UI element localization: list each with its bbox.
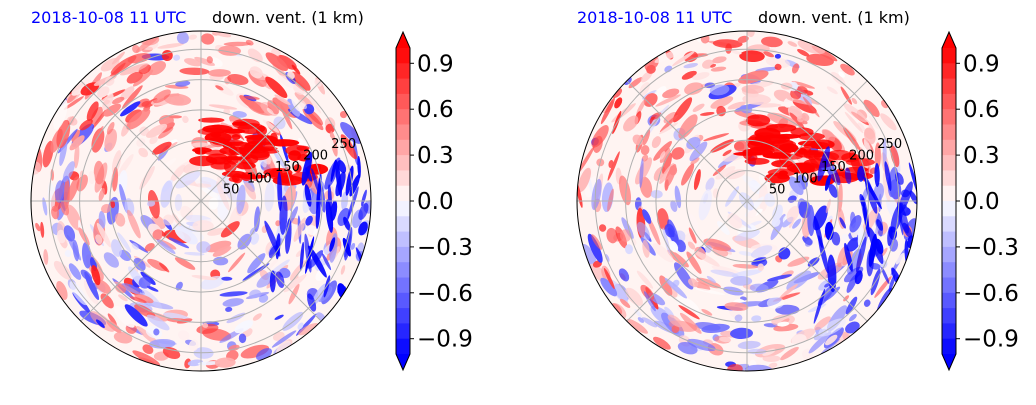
radial-tick-label: 50 [223,183,240,198]
colorbar-tick-label: 0.9 [417,51,454,77]
panel-right: 2018-10-08 11 UTC down. vent. (1 km) 50 1… [546,0,1036,401]
colorbar-band [942,246,956,263]
colorbar-band [396,139,410,156]
radial-tick-label: 250 [331,137,356,152]
colorbar-band [942,124,956,141]
radial-tick-label: 200 [849,149,874,164]
panel-left: 2018-10-08 11 UTC down. vent. (1 km) 50 1… [0,0,518,401]
grid-spoke [746,200,868,322]
colorbar-tick-label: −0.9 [417,327,473,353]
colorbar-tick-label: 0.3 [963,143,1000,169]
colorbar-tick-label: 0.9 [963,51,1000,77]
colorbar-band [942,201,956,217]
panel-right-title-date: 2018-10-08 11 UTC [577,8,733,27]
colorbar-tick-label: 0.3 [417,143,454,169]
polar-grid [577,31,917,371]
grid-spoke [626,80,748,202]
colorbar-extend-min [942,354,956,370]
colorbar-band [942,48,956,64]
colorbar-band [396,338,410,355]
colorbar-band [396,201,410,217]
colorbar-band [396,78,410,95]
grid-spoke [80,200,202,322]
colorbar-band [942,139,956,156]
colorbar-tick-label: −0.9 [963,327,1019,353]
colorbar-tick-label: −0.3 [417,235,473,261]
colorbar-band [396,185,410,202]
panel-left-title-variable: down. vent. (1 km) [212,8,364,27]
colorbar-band [942,323,956,340]
colorbar-band [942,292,956,309]
colorbar-tick-label: 0.6 [417,97,454,123]
colorbar-band [396,124,410,141]
colorbar-tick-label: −0.6 [417,281,473,307]
colorbar-tick-label: −0.6 [963,281,1019,307]
colorbar-band [396,246,410,263]
colorbar-band [942,216,956,232]
colorbar-tick-label: 0.6 [963,97,1000,123]
grid-spoke [200,200,322,322]
colorbar-band [396,63,410,79]
grid-spoke [200,80,322,202]
colorbar-band [942,63,956,79]
plot-frame [30,30,372,372]
colorbar: 0.9 0.6 0.3 0.0 −0.3 −0.6 −0.9 [941,30,1019,372]
radial-tick-label: 100 [247,171,272,186]
colorbar-band [942,109,956,125]
colorbar-band [942,78,956,95]
radial-tick-label: 150 [275,160,300,175]
colorbar-band [396,109,410,125]
colorbar: 0.9 0.6 0.3 0.0 −0.3 −0.6 −0.9 [395,30,473,372]
colorbar-band [942,277,956,294]
panel-left-title-date: 2018-10-08 11 UTC [31,8,187,27]
colorbar-band [942,308,956,324]
colorbar-band [396,323,410,340]
colorbar-band [942,185,956,202]
colorbar-band [942,231,956,248]
grid-spoke [626,200,748,322]
colorbar-band [396,170,410,187]
colorbar-band [942,170,956,187]
colorbar-outline [941,30,957,372]
colorbar-band [942,93,956,110]
colorbar-tick-label: −0.3 [963,235,1019,261]
radial-tick-label: 50 [769,183,786,198]
colorbar-band [396,292,410,309]
grid-spoke [746,80,868,202]
colorbar-tick-label: 0.0 [963,189,1000,215]
radial-tick-label: 200 [303,149,328,164]
colorbar-extend-max [396,32,410,48]
colorbar-extend-max [942,32,956,48]
colorbar-band [396,262,410,278]
colorbar-band [396,216,410,232]
colorbar-band [396,48,410,64]
colorbar-outline [395,30,411,372]
grid-spoke [80,80,202,202]
colorbar-tick-label: 0.0 [417,189,454,215]
radial-tick-label: 250 [877,137,902,152]
colorbar-band [396,93,410,110]
radial-tick-label: 100 [793,171,818,186]
plot-frame [576,30,918,372]
colorbar-band [942,338,956,355]
radial-tick-label: 150 [821,160,846,175]
colorbar-band [942,155,956,171]
heatmap-field [577,31,917,371]
panel-right-title-variable: down. vent. (1 km) [758,8,910,27]
colorbar-band [942,262,956,278]
colorbar-band [396,277,410,294]
heatmap-field [31,31,371,369]
colorbar-extend-min [396,354,410,370]
colorbar-band [396,155,410,171]
colorbar-band [396,308,410,324]
colorbar-band [396,231,410,248]
polar-grid [31,31,371,371]
